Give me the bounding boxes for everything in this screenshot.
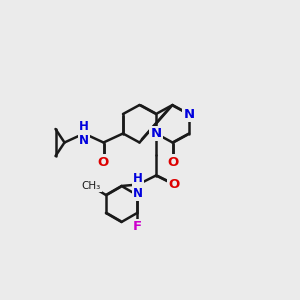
Text: H
N: H N [133, 172, 143, 200]
Text: O: O [167, 155, 178, 169]
Text: F: F [133, 220, 142, 233]
Text: H
N: H N [79, 119, 89, 148]
Text: CH₃: CH₃ [81, 181, 101, 191]
Text: N: N [150, 127, 162, 140]
Text: O: O [98, 155, 109, 169]
Text: N: N [183, 107, 195, 121]
Text: O: O [168, 178, 180, 191]
